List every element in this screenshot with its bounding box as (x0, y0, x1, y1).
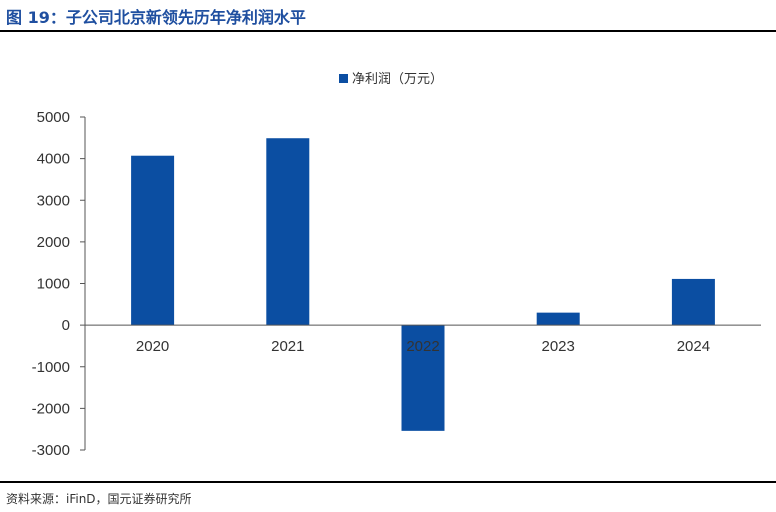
x-tick-label: 2021 (271, 338, 304, 355)
top-rule (0, 30, 776, 32)
x-tick-label: 2020 (136, 338, 169, 355)
x-tick-label: 2024 (677, 338, 710, 355)
bar-2022 (401, 325, 445, 431)
x-tick-label: 2022 (406, 338, 439, 355)
y-tick-label: 0 (62, 317, 70, 334)
y-tick-label: -2000 (32, 400, 70, 417)
x-axis: 2020 2021 2022 2023 2024 (85, 324, 761, 355)
bars (131, 138, 715, 431)
y-tick-label: 3000 (37, 192, 70, 209)
y-tick-label: -1000 (32, 359, 70, 376)
legend: 净利润（万元） (339, 72, 443, 87)
bar-2023 (536, 312, 580, 326)
legend-label: 净利润（万元） (352, 72, 443, 87)
y-tick-label: 2000 (37, 234, 70, 251)
figure-title: 图 19：子公司北京新领先历年净利润水平 (6, 8, 306, 27)
legend-swatch (339, 74, 348, 83)
y-tick-label: 4000 (37, 151, 70, 168)
bar-2020 (131, 155, 175, 326)
y-tick-label: 1000 (37, 276, 70, 293)
y-tick-label: 5000 (37, 109, 70, 126)
bar-2024 (671, 278, 715, 326)
x-tick-label: 2023 (542, 338, 575, 355)
bar-chart: 净利润（万元） 5000 4000 3000 2000 1000 0 -1000 -2000 -… (32, 72, 761, 459)
y-axis: 5000 4000 3000 2000 1000 0 -1000 -2000 -3000 (32, 109, 86, 459)
bar-2021 (266, 138, 310, 326)
bottom-rule (0, 481, 776, 483)
y-tick-label: -3000 (32, 442, 70, 459)
source-note: 资料来源：iFinD，国元证券研究所 (6, 492, 192, 506)
